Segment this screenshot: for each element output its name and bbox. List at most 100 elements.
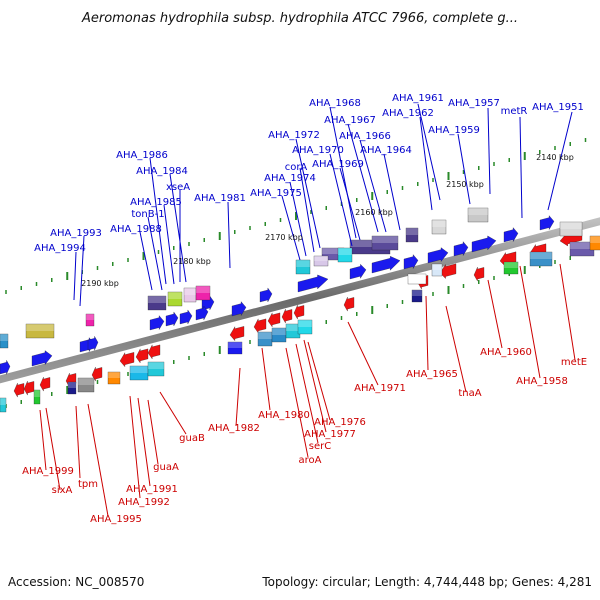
- reverse-gene-arrow: [23, 381, 35, 396]
- tick-mark: [173, 360, 175, 364]
- gene-block-shine: [228, 342, 242, 348]
- gene-label-top: AHA_1962: [382, 108, 434, 119]
- gene-block: [431, 219, 447, 235]
- leader-line-bottom: [129, 395, 141, 499]
- leader-line-top: [281, 195, 301, 261]
- gene-label-bottom: guaB: [179, 433, 205, 444]
- label-leader-lines: [39, 103, 576, 517]
- gene-block-shine: [408, 274, 426, 279]
- forward-gene-arrow: [195, 305, 209, 321]
- gene-label-top: AHA_1994: [34, 243, 86, 254]
- reverse-gene-arrow: [473, 267, 485, 282]
- leader-line-top: [299, 167, 315, 253]
- tick-mark: [96, 380, 99, 384]
- gene-label-bottom: AHA_1976: [314, 417, 366, 428]
- tick-mark: [5, 290, 7, 294]
- tick-mark: [478, 280, 480, 284]
- gene-label-top: AHA_1959: [428, 125, 480, 136]
- gene-block: [467, 207, 489, 223]
- gene-block-shine: [148, 296, 166, 303]
- tick-mark: [218, 232, 221, 240]
- gene-block: [411, 289, 423, 303]
- tick-mark: [203, 238, 205, 242]
- gene-label-bottom: AHA_1958: [516, 376, 568, 387]
- tick-mark: [66, 386, 69, 394]
- gene-label-bottom: AHA_1971: [354, 383, 406, 394]
- reverse-gene-arrow: [267, 312, 281, 328]
- tick-mark: [51, 392, 53, 396]
- gene-label-bottom: AHA_1980: [258, 410, 310, 421]
- tick-mark: [96, 266, 99, 270]
- leader-line-bottom: [487, 279, 503, 349]
- leader-line-bottom: [295, 343, 319, 444]
- reverse-gene-arrow: [293, 305, 305, 320]
- gene-label-top: AHA_1964: [360, 145, 412, 156]
- leader-line-top: [419, 116, 433, 211]
- position-tick-labels: 2140 kbp 2150 kbp 2160 kbp 2170 kbp 2180 kbp…: [81, 153, 574, 288]
- tick-mark: [112, 262, 114, 266]
- tick-mark: [493, 162, 495, 166]
- forward-gene-arrow: [371, 255, 401, 274]
- gene-label-top: AHA_1968: [309, 98, 361, 109]
- position-tick-label: 2160 kbp: [355, 208, 393, 217]
- tick-mark: [584, 138, 587, 142]
- position-tick-label: 2170 kbp: [265, 233, 303, 242]
- gene-block: [431, 263, 443, 277]
- gene-label-bottom: AHA_1960: [480, 347, 532, 358]
- tick-mark: [554, 260, 556, 264]
- position-tick-label: 2190 kbp: [81, 279, 119, 288]
- tick-mark: [20, 286, 22, 290]
- gene-block-shine: [0, 398, 6, 405]
- tick-mark: [539, 150, 541, 154]
- leader-line-bottom: [445, 305, 467, 393]
- tick-mark: [462, 170, 465, 174]
- gene-label-top: AHA_1957: [448, 98, 500, 109]
- leader-line-bottom: [45, 407, 61, 491]
- reverse-gene-arrow: [13, 383, 25, 398]
- gene-block: [107, 371, 121, 385]
- tick-mark: [401, 186, 404, 190]
- tick-mark: [295, 212, 297, 220]
- leader-line-top: [227, 201, 231, 269]
- tick-mark: [508, 158, 510, 162]
- tick-mark: [401, 300, 404, 304]
- gene-label-top: AHA_1961: [392, 93, 444, 104]
- gene-block-shine: [296, 260, 310, 267]
- reverse-gene-arrow: [147, 344, 161, 360]
- forward-gene-arrow: [0, 359, 11, 375]
- gene-block: [529, 251, 553, 267]
- gene-block: [297, 319, 313, 335]
- tick-mark: [386, 304, 388, 308]
- leader-line-top: [73, 251, 77, 301]
- gene-label-top: AHA_1981: [194, 193, 246, 204]
- tick-mark: [20, 400, 22, 404]
- gene-block-shine: [322, 248, 344, 254]
- gene-block-shine: [530, 252, 552, 259]
- forward-gene-arrow: [179, 309, 193, 325]
- tick-mark: [264, 222, 266, 226]
- gene-block: [0, 333, 9, 349]
- gene-block: [503, 261, 519, 275]
- gene-block-shine: [338, 248, 352, 255]
- leader-line-bottom: [559, 263, 576, 361]
- topology-summary: Topology: circular; Length: 4,744,448 bp…: [261, 575, 592, 589]
- leader-line-top: [149, 157, 167, 285]
- leader-line-bottom: [39, 409, 47, 471]
- tick-mark: [325, 206, 327, 210]
- gene-block: [407, 273, 427, 285]
- leader-line-bottom: [147, 399, 159, 465]
- forward-gene-arrow: [427, 247, 449, 264]
- gene-block: [227, 341, 243, 355]
- reverse-gene-arrow: [439, 263, 457, 279]
- gene-label-top: AHA_1951: [532, 102, 584, 113]
- gene-block-shine: [168, 292, 182, 299]
- gene-block-shine: [0, 334, 8, 341]
- gene-label-top: AHA_1966: [339, 131, 391, 142]
- gene-block: [147, 361, 165, 377]
- position-tick-label: 2140 kbp: [536, 153, 574, 162]
- tick-mark: [188, 242, 190, 246]
- leader-line-bottom: [307, 341, 331, 421]
